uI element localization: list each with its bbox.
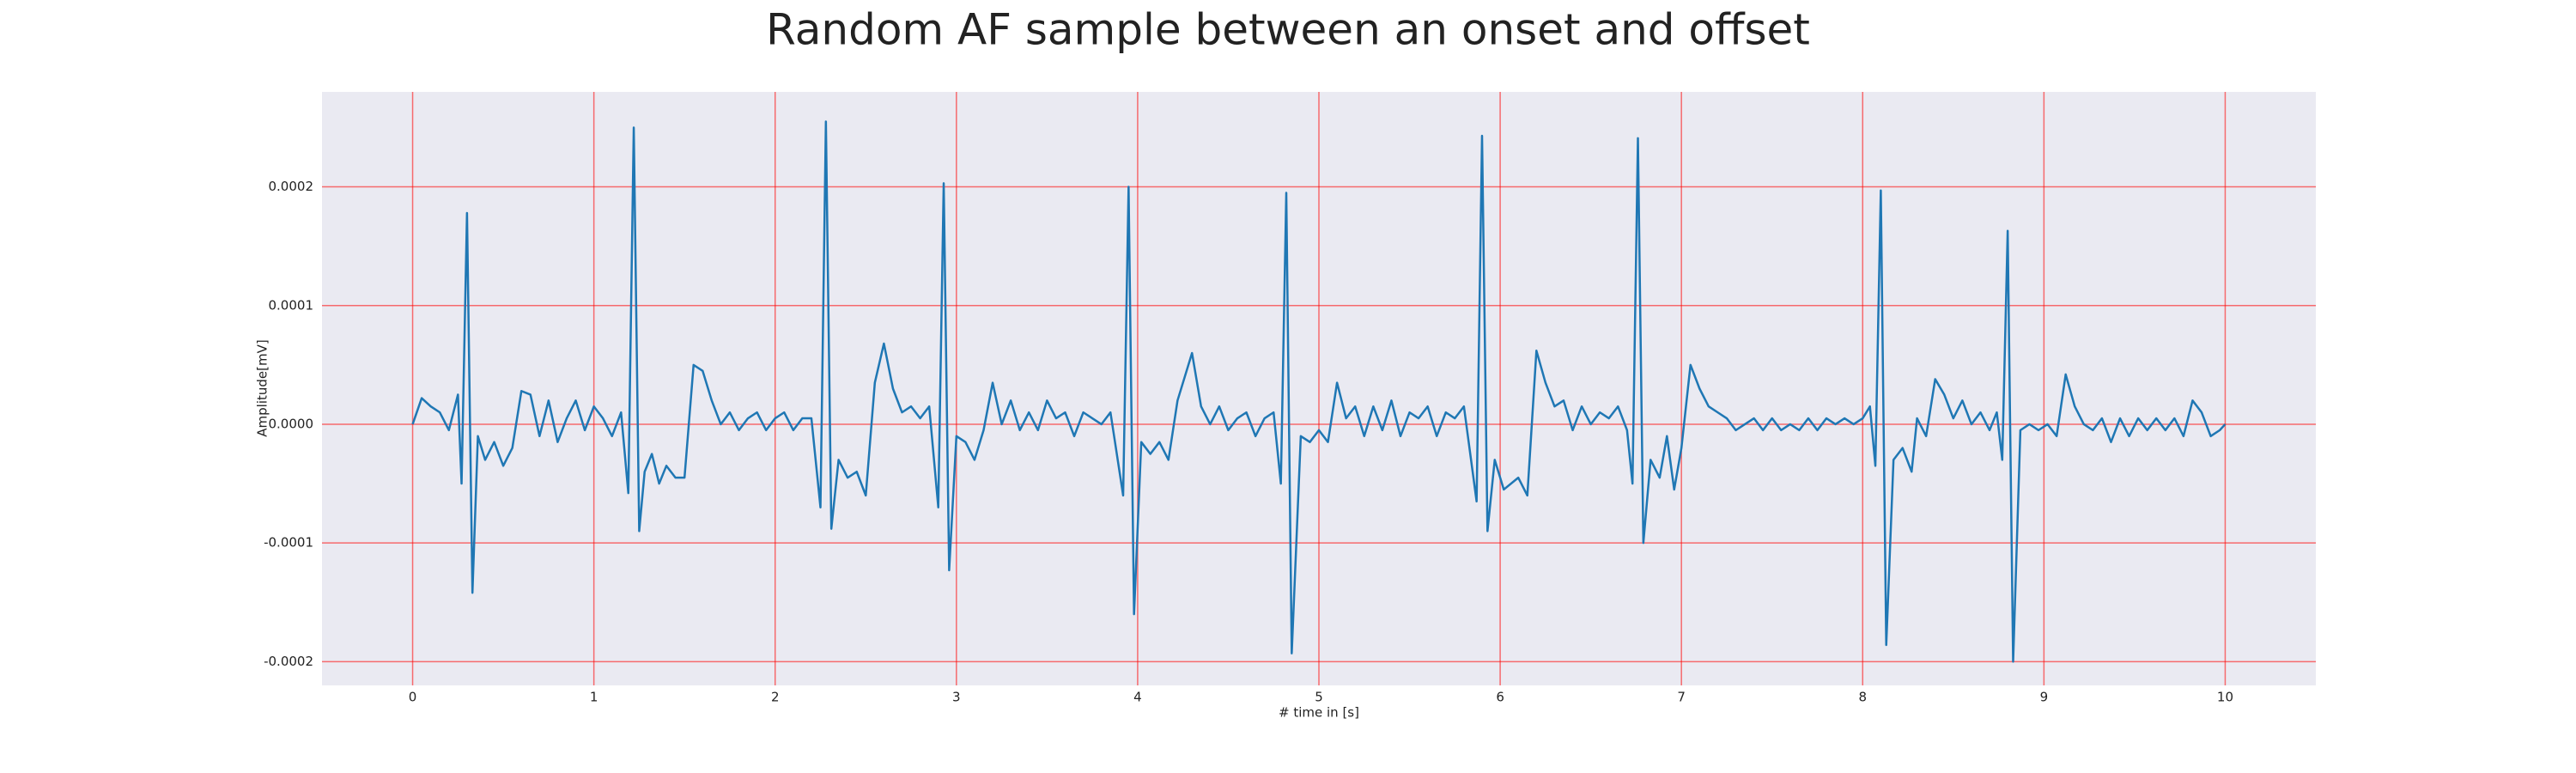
x-tick-label: 3 [952, 690, 961, 705]
x-tick-label: 5 [1315, 690, 1323, 705]
x-tick-label: 7 [1677, 690, 1686, 705]
y-tick-label: 0.0000 [269, 416, 314, 431]
x-tick-label: 8 [1858, 690, 1867, 705]
x-tick-label: 9 [2040, 690, 2049, 705]
y-tick-label: 0.0002 [269, 179, 314, 194]
y-tick-label: -0.0002 [264, 654, 313, 669]
x-tick-label: 0 [409, 690, 417, 705]
y-tick-label: 0.0001 [269, 297, 314, 313]
x-tick-label: 10 [2217, 690, 2233, 705]
y-tick-label: -0.0001 [264, 535, 313, 551]
x-tick-label: 1 [590, 690, 598, 705]
x-tick-label: 6 [1496, 690, 1504, 705]
y-axis-label: Amplitude[mV] [255, 339, 270, 436]
data-line [411, 120, 2227, 663]
x-tick-label: 4 [1133, 690, 1142, 705]
x-axis-label: # time in [s] [1279, 705, 1359, 721]
chart-title: Random AF sample between an onset and of… [766, 5, 1810, 55]
x-tick-label: 2 [771, 690, 780, 705]
